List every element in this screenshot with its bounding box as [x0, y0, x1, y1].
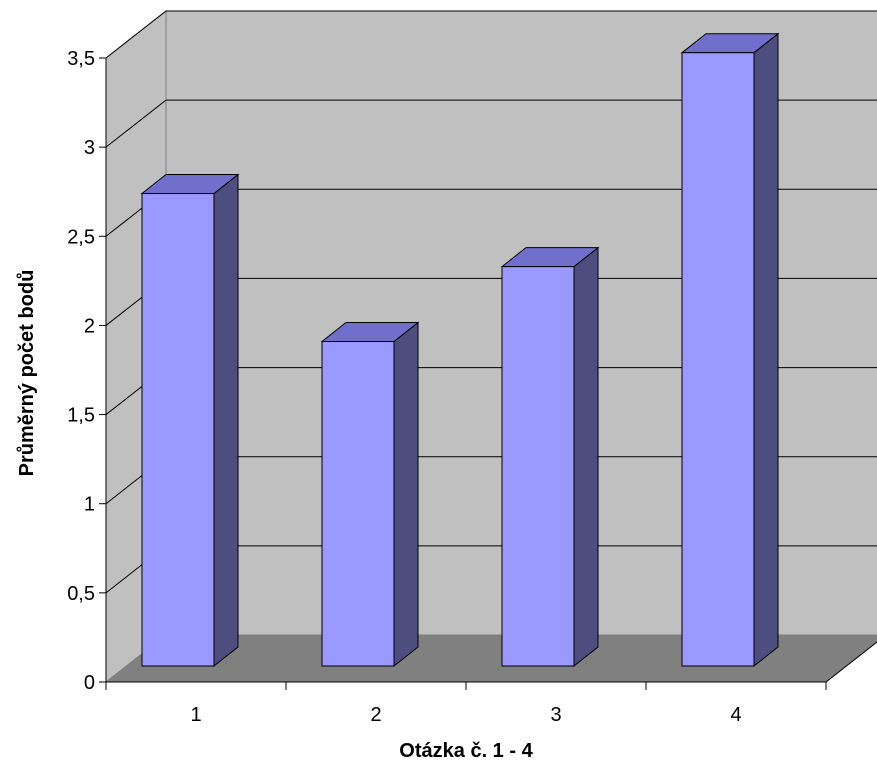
- y-axis-title: Průměrný počet bodů: [16, 270, 38, 477]
- bar-4: [680, 32, 780, 668]
- bar-front: [141, 193, 215, 667]
- bar-side: [213, 173, 239, 668]
- y-tick-label: 0: [84, 672, 95, 694]
- x-tick-label: 3: [550, 704, 561, 726]
- bar-2: [320, 321, 420, 668]
- bar-3: [500, 246, 600, 668]
- axes: [99, 57, 877, 690]
- bar-1: [140, 173, 240, 668]
- y-tick-label: 3: [84, 137, 95, 159]
- x-tick-label: 4: [730, 704, 741, 726]
- bar-front: [501, 266, 575, 667]
- y-tick-label: 1: [84, 494, 95, 516]
- bars: [140, 32, 780, 668]
- bar-front: [321, 341, 395, 667]
- bar-side: [753, 32, 779, 668]
- tick-labels: 0 0,5 1 1,5 2 2,5 3 3,5 1 2 3 4: [67, 48, 741, 726]
- bar-side: [573, 246, 599, 668]
- x-tick-label: 1: [190, 704, 201, 726]
- floor-edge: [825, 641, 877, 683]
- gridline: [105, 99, 877, 148]
- y-tick-label: 2,5: [67, 226, 95, 248]
- bar-front: [681, 52, 755, 667]
- x-tick-label: 2: [370, 704, 381, 726]
- y-tick-label: 2: [84, 315, 95, 337]
- bar-side: [393, 321, 419, 668]
- gridline: [105, 10, 877, 59]
- y-tick-label: 0,5: [67, 583, 95, 605]
- y-tick-label: 3,5: [67, 48, 95, 70]
- y-tick-label: 1,5: [67, 405, 95, 427]
- x-axis-title: Otázka č. 1 - 4: [399, 740, 533, 762]
